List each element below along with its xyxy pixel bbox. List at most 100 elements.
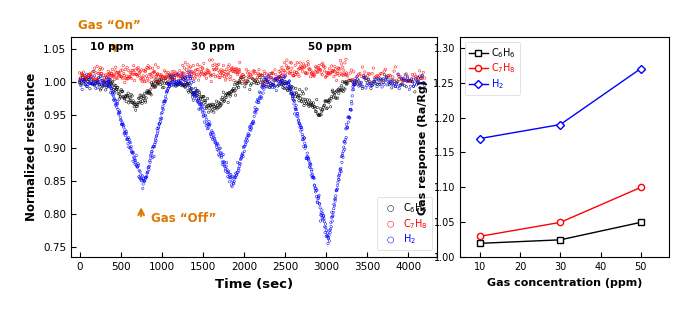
C$_7$H$_8$ [293,72,304,77]
C$_7$H$_8$ [215,70,225,75]
H$_2$ [124,145,135,150]
H$_2$ [193,98,204,103]
H$_2$ [402,75,413,80]
C$_7$H$_8$ [174,73,185,78]
H$_2$ [111,101,122,106]
C$_7$H$_8$ [175,74,186,79]
H$_2$ [348,84,359,89]
C$_7$H$_8$ [137,79,148,84]
H$_2$ [103,77,113,82]
C$_6$H$_6$ [141,95,151,100]
C$_6$H$_6$ [79,77,90,82]
C$_6$H$_6$ [172,83,183,88]
H$_2$ [257,84,268,89]
C$_6$H$_6$ [332,88,343,93]
C$_6$H$_6$ [261,84,272,89]
C$_6$H$_6$ [199,98,210,103]
C$_6$H$_6$ [331,89,342,94]
C$_6$H$_6$ [259,83,270,88]
C$_7$H$_8$ [311,68,322,73]
C$_7$H$_8$ [223,64,234,69]
C$_6$H$_6$ [332,95,343,100]
C$_6$H$_6$ [225,94,236,99]
C$_7$H$_8$ [127,72,138,77]
C$_6$H$_6$ [229,82,240,87]
C$_7$H$_8$ [252,75,263,80]
H$_2$ [245,125,256,130]
C$_7$H$_8$ [144,79,155,84]
C$_6$H$_6$ [399,76,409,81]
H$_2$ [195,106,206,111]
H$_2$ [225,175,236,180]
C$_6$H$_6$ [414,85,425,90]
C$_7$H$_8$ [233,70,244,75]
H$_2$ [272,78,282,83]
H$_2$ [135,172,146,177]
C$_6$H$_6$ [98,84,109,89]
C$_7$H$_8$ [385,73,396,78]
H$_2$ [155,116,166,121]
C$_7$H$_8$ [192,62,203,67]
C$_7$H$_8$ [140,68,151,73]
C$_7$H$_8$ [326,64,337,69]
C$_6$H$_6$ [272,78,283,82]
C$_6$H$_6$ [177,75,187,80]
C$_6$H$_6$ [185,82,196,87]
H$_2$ [210,141,221,146]
H$_2$ [338,148,349,153]
H$_2$ [233,166,244,171]
C$_6$H$_6$ [307,103,318,108]
C$_6$H$_6$ [238,77,249,82]
C$_6$H$_6$ [195,95,206,100]
C$_6$H$_6$ [81,76,92,81]
C$_7$H$_8$ [167,76,178,81]
C$_6$H$_6$ [371,82,382,87]
C$_6$H$_6$ [369,79,380,84]
H$_2$ [107,91,117,95]
H$_2$ [194,107,204,112]
C$_7$H$_8$ [251,71,261,76]
H$_2$ [267,77,278,82]
C$_7$H$_8$ [394,74,405,79]
H$_2$ [198,114,208,119]
C$_6$H$_6$ [218,90,229,95]
H$_2$ [220,166,231,171]
C$_7$H$_8$ [147,74,158,79]
H$_2$ [116,122,127,126]
C$_7$H$_8$ [105,71,115,76]
H$_2$ [121,129,132,134]
C$_6$H$_6$ [329,91,340,96]
H$_2$ [147,149,158,154]
H$_2$ [232,160,243,165]
H$_2$ [122,136,132,141]
H$_2$ [82,84,93,89]
C$_7$H$_8$ [217,70,227,75]
H$_2$ [383,79,394,84]
C$_7$H$_8$ [320,75,331,80]
H$_2$ [126,146,136,151]
C$_6$H$_6$ [179,84,190,89]
C$_6$H$_6$ [99,83,110,88]
C$_7$H$_8$ [308,72,318,77]
C$_6$H$_6$ [109,90,120,95]
C$_7$H$_8$ [147,66,158,71]
H$_2$ [313,194,324,199]
H$_2$ [256,95,267,100]
H$_2$ [211,142,222,147]
C$_6$H$_6$ [382,75,392,80]
H$_2$ [351,74,362,79]
C$_7$H$_8$ [417,76,428,81]
C$_7$H$_8$ [147,71,158,76]
C$_7$H$_8$ [226,67,237,72]
C$_6$H$_6$ [237,81,248,86]
C$_6$H$_6$ [336,83,347,88]
H$_2$ [225,172,236,177]
H$_2$ [126,144,136,149]
H$_2$ [128,159,139,164]
H$_2$ [86,81,96,86]
C$_7$H$_8$ [282,58,293,63]
C$_7$H$_8$ [207,57,218,62]
C$_7$H$_8$ [91,77,102,82]
C$_6$H$_6$ [227,88,238,93]
H$_2$ [132,165,143,170]
